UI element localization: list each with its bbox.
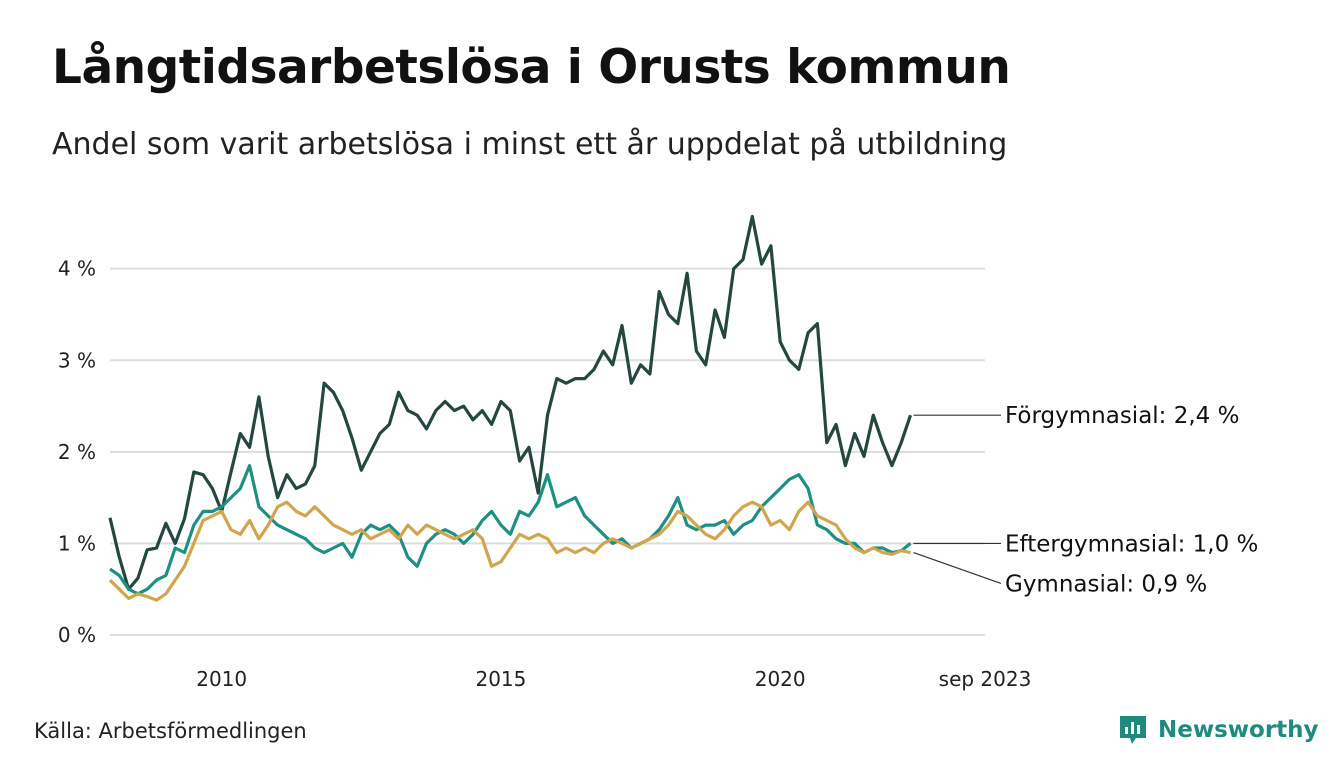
y-tick-label: 2 %: [58, 440, 96, 464]
chart-title: Långtidsarbetslösa i Orusts kommun: [52, 40, 1011, 95]
brand-name: Newsworthy: [1158, 717, 1319, 743]
gridlines: [110, 267, 985, 636]
series-line-förgymnasial: [108, 214, 913, 591]
label-connector: [913, 552, 1002, 584]
y-axis: 0 % 1 % 2 % 3 % 4 %: [58, 257, 96, 647]
x-axis: 2010 2015 2020 sep 2023: [196, 667, 1031, 691]
y-tick-label: 0 %: [58, 623, 96, 647]
series-end-label-eftergymnasial: Eftergymnasial: 1,0 %: [1005, 531, 1258, 557]
y-tick-label: 3 %: [58, 348, 96, 372]
brand-logo[interactable]: Newsworthy: [1118, 714, 1319, 746]
series-end-labels: Förgymnasial: 2,4 % Eftergymnasial: 1,0 %…: [913, 403, 1258, 597]
y-tick-label: 1 %: [58, 531, 96, 555]
x-tick-label: sep 2023: [939, 667, 1032, 691]
newsworthy-logo-icon: [1120, 716, 1146, 744]
y-tick-label: 4 %: [58, 257, 96, 281]
series-line-eftergymnasial: [109, 464, 912, 596]
series-end-label-gymnasial: Gymnasial: 0,9 %: [1005, 571, 1207, 597]
source-note: Källa: Arbetsförmedlingen: [34, 719, 307, 743]
x-tick-label: 2010: [196, 667, 247, 691]
series-end-label-förgymnasial: Förgymnasial: 2,4 %: [1005, 403, 1239, 429]
chart-subtitle: Andel som varit arbetslösa i minst ett å…: [52, 127, 1008, 162]
x-tick-label: 2020: [755, 667, 806, 691]
series-line-gymnasial: [108, 500, 911, 602]
series-lines: [108, 214, 913, 602]
x-tick-label: 2015: [475, 667, 526, 691]
